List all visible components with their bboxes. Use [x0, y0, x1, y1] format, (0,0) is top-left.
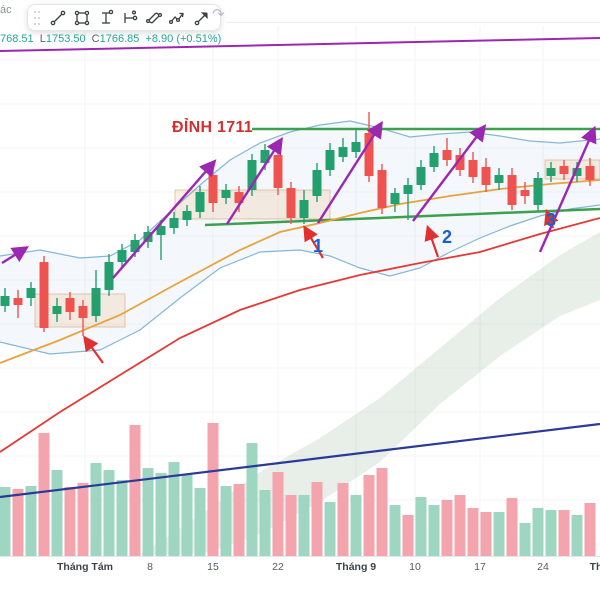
- candle: [65, 298, 75, 312]
- candle: [104, 262, 114, 290]
- polyline-tool-button[interactable]: [166, 6, 190, 29]
- trend-arrow: [1, 246, 30, 265]
- trend-arrow: [316, 120, 383, 224]
- high-value: 768.51: [0, 33, 34, 45]
- date-price-range-tool-button[interactable]: [94, 6, 118, 29]
- trend-arrow: [412, 124, 487, 222]
- wave-label-3[interactable]: 3: [546, 210, 557, 230]
- horizontal-ray-icon: [124, 9, 138, 23]
- arrow-marker-tool-button[interactable]: [190, 6, 214, 29]
- candle: [91, 288, 101, 316]
- candle: [208, 175, 218, 203]
- trend-arrow: [538, 125, 597, 253]
- x-axis-label: 17: [474, 561, 486, 573]
- drawing-toolbar: [27, 4, 221, 31]
- trend-arrow: [225, 136, 283, 225]
- wave-label-1[interactable]: 1: [313, 236, 324, 256]
- candle: [299, 200, 309, 218]
- clipped-text-fragment: ác: [0, 4, 12, 16]
- rectangle-tool-button[interactable]: [70, 6, 94, 29]
- peak-annotation-label[interactable]: ĐỈNH 1711: [172, 119, 253, 136]
- ohlc-legend: 768.51 L1753.50 C1766.85 +8.90 (+0.51%): [0, 33, 224, 45]
- candle: [156, 226, 166, 235]
- x-axis-label: 24: [537, 561, 549, 573]
- trend-arrow: [112, 159, 217, 279]
- candle: [338, 147, 348, 157]
- x-axis-label: 15: [207, 561, 219, 573]
- x-axis-label: 8: [147, 561, 153, 573]
- candle: [520, 190, 530, 196]
- polyline-icon: [168, 12, 184, 24]
- candle: [455, 155, 465, 170]
- parallel-channel-tool-button[interactable]: [142, 6, 166, 29]
- candle: [221, 190, 231, 198]
- candle: [26, 288, 36, 298]
- redo-icon[interactable]: ↷: [212, 6, 225, 23]
- x-axis-label: Th: [589, 561, 600, 573]
- candle: [52, 306, 62, 314]
- candle: [286, 188, 296, 218]
- candle: [468, 160, 478, 177]
- candle: [0, 296, 10, 306]
- annotation-arrow: [303, 225, 324, 259]
- annotation-arrow: [424, 224, 440, 258]
- candle: [377, 170, 387, 208]
- low-prefix: L: [39, 33, 46, 45]
- date-price-range-icon: [102, 9, 114, 24]
- candle: [390, 193, 400, 204]
- candle: [546, 168, 556, 176]
- candle: [195, 192, 205, 212]
- change-value: +8.90 (+0.51%): [145, 33, 222, 45]
- time-axis[interactable]: Tháng Tám 8 15 22 Tháng 9 10 17 24 Th: [0, 556, 600, 581]
- x-axis-label: 10: [409, 561, 421, 573]
- pane-divider: [226, 22, 600, 23]
- candle: [117, 250, 127, 262]
- candle: [533, 178, 543, 205]
- arrow-marker-icon: [194, 11, 208, 25]
- candle: [351, 142, 361, 152]
- candle: [403, 185, 413, 194]
- annotation-arrow: [544, 208, 559, 229]
- trend-line-tool-button[interactable]: [46, 6, 70, 29]
- candle: [494, 175, 504, 183]
- annotation-arrow: [83, 335, 104, 364]
- close-value: 1766.85: [99, 33, 140, 45]
- candle: [481, 167, 491, 185]
- candle: [416, 167, 426, 185]
- trend-line-icon: [50, 10, 66, 25]
- candle: [78, 306, 88, 318]
- candle: [442, 150, 452, 160]
- candle: [559, 166, 569, 174]
- candle: [585, 166, 595, 180]
- candle: [169, 218, 179, 228]
- wave-label-2[interactable]: 2: [442, 227, 453, 247]
- candle: [312, 170, 322, 196]
- candle: [507, 175, 517, 205]
- close-prefix: C: [91, 33, 100, 45]
- x-axis-label: Tháng 9: [335, 561, 377, 573]
- candle: [364, 133, 374, 176]
- rectangle-icon: [74, 10, 90, 25]
- candle: [13, 298, 23, 305]
- candle: [273, 155, 283, 188]
- candle: [39, 262, 49, 328]
- candle: [429, 153, 439, 167]
- x-axis-label: 22: [272, 561, 284, 573]
- x-axis-label: Tháng Tám: [56, 561, 114, 573]
- low-value: 1753.50: [45, 33, 86, 45]
- horizontal-ray-tool-button[interactable]: [118, 6, 142, 29]
- candle: [325, 150, 335, 170]
- parallel-channel-icon: [145, 11, 163, 24]
- candle: [182, 211, 192, 220]
- toolbar-drag-handle[interactable]: [34, 10, 42, 25]
